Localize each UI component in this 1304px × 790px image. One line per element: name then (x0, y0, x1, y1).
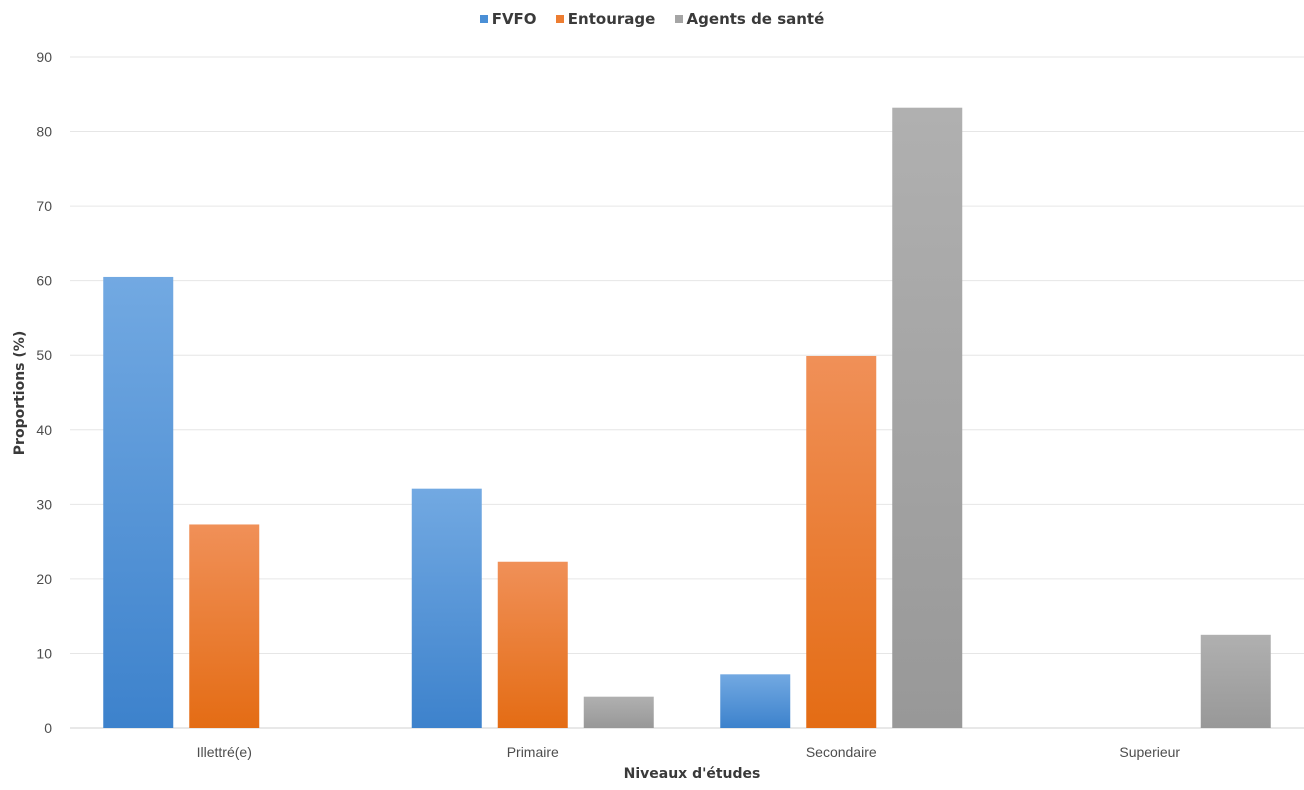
legend-label-fvfo: FVFO (491, 10, 537, 28)
y-tick-label: 20 (36, 571, 52, 587)
bar-agents-de-sant--2 (892, 107, 963, 729)
legend-label-agents: Agents de santé (686, 10, 825, 28)
y-tick-label: 10 (36, 645, 52, 661)
bar-fvfo-2 (720, 674, 791, 728)
bar-fvfo-0 (103, 276, 174, 728)
y-tick-label: 70 (36, 198, 52, 214)
bar-agents-de-sant--3 (1200, 634, 1271, 728)
legend-label-entourage: Entourage (567, 10, 656, 28)
y-tick-label: 50 (36, 347, 52, 363)
y-tick-label: 80 (36, 124, 52, 140)
legend-swatch-entourage (555, 15, 564, 23)
x-axis-ticks: Illettré(e) Primaire Secondaire Superieur (197, 744, 1181, 760)
chart-legend: FVFO Entourage Agents de santé (0, 10, 1304, 28)
gridlines (70, 56, 1304, 729)
y-axis-ticks: 0 10 20 30 40 50 60 70 80 90 (36, 49, 52, 736)
bars (103, 107, 1271, 729)
legend-item-fvfo: FVFO (479, 10, 537, 28)
legend-swatch-fvfo (479, 15, 488, 23)
y-tick-label: 60 (36, 273, 52, 289)
bar-fvfo-1 (411, 488, 482, 728)
bar-entourage-2 (806, 355, 877, 728)
legend-item-entourage: Entourage (555, 10, 656, 28)
y-tick-label: 30 (36, 496, 52, 512)
x-tick-label: Superieur (1119, 744, 1180, 760)
legend-item-agents: Agents de santé (674, 10, 825, 28)
bar-agents-de-sant--1 (583, 696, 654, 728)
y-axis-title: Proportions (%) (12, 330, 28, 456)
y-tick-label: 0 (44, 720, 52, 736)
bar-entourage-1 (497, 561, 568, 728)
legend-swatch-agents (674, 15, 683, 23)
y-tick-label: 40 (36, 422, 52, 438)
x-tick-label: Primaire (507, 744, 559, 760)
bar-entourage-0 (189, 524, 260, 728)
x-tick-label: Secondaire (806, 744, 877, 760)
y-tick-label: 90 (36, 49, 52, 65)
x-tick-label: Illettré(e) (197, 744, 252, 760)
x-axis-title: Niveaux d'études (623, 766, 761, 782)
